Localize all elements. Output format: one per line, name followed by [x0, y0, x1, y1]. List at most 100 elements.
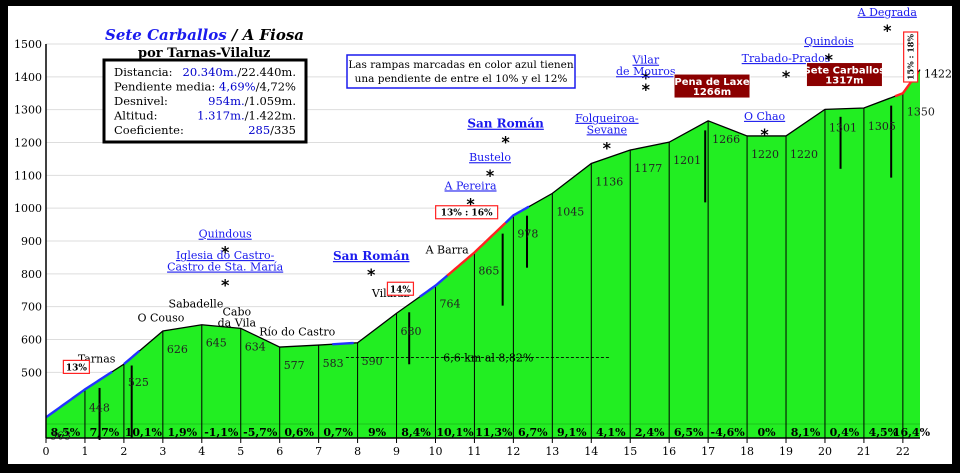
- x-tick-label: 14: [584, 445, 598, 458]
- stats-value-primary: 20.340m.: [183, 65, 238, 79]
- segment-gradient-label: 6,7%: [518, 426, 548, 439]
- steep-section-line: [504, 205, 530, 224]
- elevation-label: 764: [439, 298, 460, 311]
- title-part-2: A Fiosa: [241, 26, 304, 44]
- x-tick-label: 13: [545, 445, 559, 458]
- summit-star-marker: *: [825, 50, 834, 69]
- y-tick-label: 800: [21, 268, 42, 281]
- summit-star-marker: *: [466, 194, 475, 213]
- note-line-2: una pendiente de entre el 10% y el 12%: [355, 73, 568, 85]
- summit-star-marker: *: [760, 125, 769, 144]
- segment-gradient-label: 0,6%: [284, 426, 314, 439]
- x-tick-label: 11: [467, 445, 481, 458]
- place-label: Vilar: [631, 54, 659, 67]
- vertical-slope-tag-box: [903, 31, 919, 83]
- elevation-label: 1136: [595, 176, 623, 189]
- segment-gradient-label: 8,1%: [791, 426, 821, 439]
- elevation-label: 1220: [751, 148, 779, 161]
- place-label: Castro de Sta. María: [167, 261, 284, 274]
- place-label: A Degrada: [857, 6, 918, 19]
- slope-tag-box: [62, 359, 90, 374]
- place-label: Iglesia do Castro-: [176, 249, 275, 262]
- segment-gradient-label: 11,3%: [475, 426, 513, 439]
- place-label: Cabo: [223, 306, 252, 319]
- elevation-label: 978: [517, 227, 538, 240]
- y-tick-label: 1000: [14, 202, 42, 215]
- summit-star-marker: *: [642, 69, 651, 88]
- stats-value-primary: 4,69%: [219, 80, 256, 94]
- elevation-label: 1350: [907, 105, 935, 118]
- elevation-label: 590: [362, 355, 383, 368]
- segment-gradient-label: 8,5%: [51, 426, 81, 439]
- segment-gradient-label: 9,1%: [557, 426, 587, 439]
- segment-gradient-label: 2,4%: [635, 426, 665, 439]
- elevation-label: 363: [50, 429, 71, 442]
- elevation-label: 1201: [673, 154, 701, 167]
- segment-gradient-label: -5,7%: [243, 426, 278, 439]
- slope-tag-label: 14%: [390, 285, 412, 295]
- slope-tag-label: 13% : 16%: [441, 209, 493, 219]
- stats-label: Distancia:: [114, 65, 173, 79]
- place-label: de Mouros: [616, 65, 676, 78]
- elevation-label: 1177: [634, 162, 662, 175]
- segment-gradient-label: 1,9%: [168, 426, 198, 439]
- place-label: Río do Castro: [259, 326, 335, 339]
- distance-annotation-label: 6,6 km al 8,82%: [443, 352, 533, 365]
- vertical-slope-tag-label: 15% : 18%: [906, 34, 916, 80]
- x-tick-label: 12: [506, 445, 520, 458]
- summit-box-elevation: 1317m: [825, 76, 863, 87]
- y-tick-label: 1200: [14, 137, 42, 150]
- stats-value-primary: 285: [248, 123, 270, 137]
- x-tick-label: 19: [779, 445, 793, 458]
- x-tick-label: 21: [857, 445, 871, 458]
- x-tick-label: 22: [896, 445, 910, 458]
- x-tick-label: 20: [818, 445, 832, 458]
- note-box-frame: [346, 54, 576, 89]
- stats-value: 285/335: [248, 123, 296, 137]
- segment-gradient-label: 16,4%: [893, 426, 931, 439]
- x-tick-label: 17: [701, 445, 715, 458]
- stats-value-secondary: /22.440m.: [237, 65, 296, 79]
- x-tick-label: 10: [428, 445, 442, 458]
- summit-box-name: Pena de Laxe: [674, 77, 749, 88]
- note-box: Las rampas marcadas en color azul tienen…: [346, 54, 576, 89]
- place-label: Quindous: [199, 228, 252, 241]
- place-label: Folgueiroa-: [575, 112, 639, 125]
- slope-tag-box: [435, 205, 499, 220]
- steep-section-line: [45, 370, 113, 419]
- x-tick-label: 15: [623, 445, 637, 458]
- stats-rows: Distancia: 20.340m./22.440m. Pendiente med…: [113, 65, 296, 137]
- summit-star-marker: *: [221, 243, 230, 262]
- segment-gradient-label: 7,7%: [90, 426, 120, 439]
- stats-label: Pendiente media:: [114, 80, 215, 94]
- stats-label: Coeficiente:: [114, 123, 184, 137]
- stats-label: Altitud:: [113, 109, 158, 123]
- marks-layer: [45, 71, 920, 440]
- x-tick-label: 9: [393, 445, 400, 458]
- stats-value-secondary: /1.059m.: [245, 94, 296, 108]
- segment-gradient-label: 10,1%: [436, 426, 474, 439]
- elevation-label: 626: [167, 343, 188, 356]
- summit-box: [673, 73, 751, 99]
- segment-gradient-label: -1,1%: [204, 426, 239, 439]
- svg-text:Sete Carballos / A Fiosa: Sete Carballos / A Fiosa: [105, 26, 304, 44]
- elevation-label: 583: [323, 357, 344, 370]
- x-tick-label: 7: [315, 445, 322, 458]
- terrain-area: [46, 69, 920, 439]
- stats-value: 4,69%/4,72%: [219, 80, 296, 94]
- segment-gradient-label: -4,6%: [711, 426, 746, 439]
- stats-value-primary: 954m.: [208, 94, 245, 108]
- summit-star-marker: *: [603, 138, 612, 157]
- steep-section-line: [332, 341, 354, 346]
- elevation-label: 1305: [868, 120, 896, 133]
- x-tick-label: 18: [740, 445, 754, 458]
- place-label: O Couso: [137, 311, 184, 324]
- stats-value: 1.317m./1.422m.: [197, 109, 296, 123]
- x-tick-label: 0: [43, 445, 50, 458]
- x-tick-label: 2: [120, 445, 127, 458]
- segment-gradient-label: 4,5%: [869, 426, 899, 439]
- elevation-label: 577: [284, 359, 305, 372]
- stats-value: 954m./1.059m.: [208, 94, 296, 108]
- elevation-label: 680: [401, 325, 422, 338]
- elevation-label: 448: [89, 401, 110, 414]
